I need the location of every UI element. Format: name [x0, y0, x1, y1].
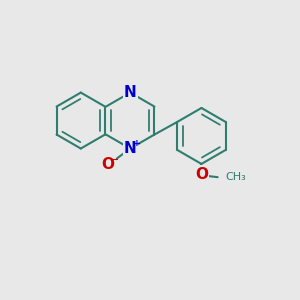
Text: CH₃: CH₃: [225, 172, 246, 182]
Text: N: N: [124, 85, 136, 100]
Text: O: O: [102, 157, 115, 172]
Text: O: O: [195, 167, 208, 182]
Text: N: N: [124, 141, 136, 156]
Text: −: −: [111, 155, 119, 164]
Text: +: +: [133, 139, 141, 148]
